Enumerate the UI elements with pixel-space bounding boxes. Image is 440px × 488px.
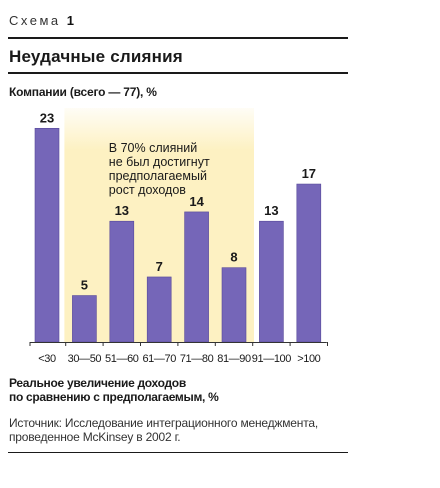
scheme-caption: Схема 1 bbox=[9, 13, 77, 28]
bar bbox=[221, 267, 247, 343]
bar bbox=[34, 127, 60, 343]
bar bbox=[146, 276, 172, 343]
bar bbox=[259, 220, 284, 343]
x-tick-label: 30—50 bbox=[68, 353, 102, 365]
bar-value-label: 7 bbox=[156, 259, 163, 274]
x-tick-label: 51—60 bbox=[105, 353, 139, 365]
bar bbox=[296, 183, 322, 343]
x-tick-label: 91—100 bbox=[252, 353, 291, 365]
source-note: Источник: Исследование интеграционного м… bbox=[9, 416, 318, 444]
annotation-line: предполагаемый bbox=[109, 169, 207, 183]
chart-title: Неудачные слияния bbox=[9, 47, 183, 66]
bar-value-label: 23 bbox=[40, 110, 54, 125]
bar bbox=[184, 211, 209, 343]
title-rule bbox=[8, 72, 348, 74]
scheme-number: 1 bbox=[66, 13, 77, 28]
bar-value-label: 8 bbox=[230, 250, 237, 265]
bar-value-label: 17 bbox=[302, 166, 316, 181]
bar-value-label: 13 bbox=[115, 203, 129, 218]
y-axis-title: Компании (всего — 77), % bbox=[9, 85, 157, 99]
annotation-line: В 70% слияний bbox=[109, 141, 197, 155]
x-tick-label: <30 bbox=[38, 353, 56, 365]
source-line-2: проведенное McKinsey в 2002 г. bbox=[9, 430, 181, 444]
bar-value-label: 14 bbox=[189, 194, 204, 209]
bar-value-label: 13 bbox=[264, 203, 278, 218]
bar bbox=[72, 295, 97, 343]
top-rule bbox=[8, 37, 348, 39]
x-tick-label: 71—80 bbox=[180, 353, 214, 365]
scheme-label: Схема bbox=[9, 13, 61, 28]
bar bbox=[109, 220, 135, 343]
x-axis-title-line-2: по сравнению с предполагаемым, % bbox=[9, 390, 219, 404]
annotation-line: не был достигнут bbox=[109, 155, 210, 169]
annotation-line: рост доходов bbox=[109, 183, 186, 197]
highlight-annotation: В 70% слияний не был достигнут предполагае… bbox=[109, 141, 210, 197]
x-axis-title: Реальное увеличение доходов по сравнению… bbox=[9, 376, 219, 404]
bar-chart: В 70% слияний не был достигнут предполагае… bbox=[29, 108, 328, 365]
x-tick-label: 81—90 bbox=[217, 353, 251, 365]
source-line-1: Источник: Исследование интеграционного м… bbox=[9, 416, 318, 430]
bar-value-label: 5 bbox=[81, 278, 88, 293]
x-tick-label: >100 bbox=[297, 353, 320, 365]
bottom-rule bbox=[8, 452, 348, 453]
x-axis-title-line-1: Реальное увеличение доходов bbox=[9, 376, 186, 390]
x-tick-label: 61—70 bbox=[142, 353, 176, 365]
